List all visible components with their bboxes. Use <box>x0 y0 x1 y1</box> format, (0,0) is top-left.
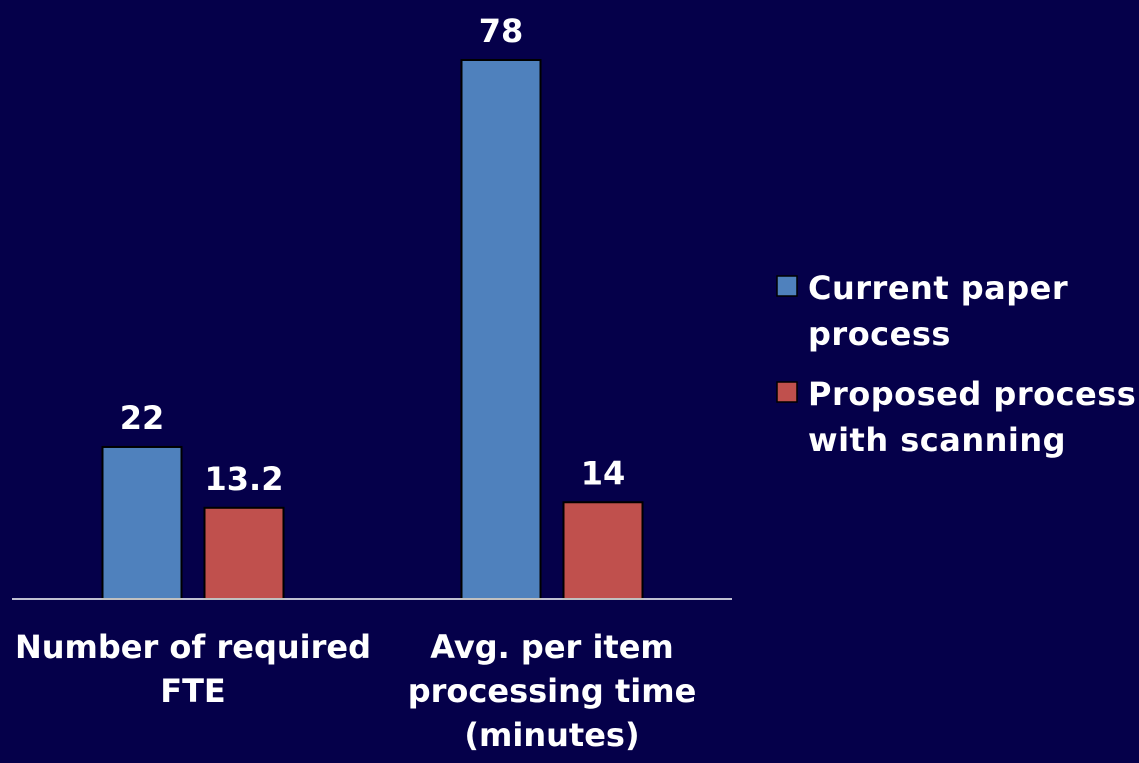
legend-label-1-line-1: with scanning <box>808 421 1066 459</box>
plot-area <box>101 59 644 600</box>
data-label-s0-c1: 78 <box>479 12 524 50</box>
legend-swatch-0 <box>776 275 798 297</box>
x-tick-label-0-line-1: FTE <box>160 672 226 710</box>
legend-label-0-line-0: Current paper <box>808 269 1068 307</box>
legend-swatch-1 <box>776 381 798 403</box>
x-tick-label-1-line-1: processing time <box>408 672 697 710</box>
bar-s1-c0 <box>203 506 285 600</box>
legend-label-1-line-0: Proposed process <box>808 375 1136 413</box>
bar-s0-c1 <box>460 59 542 600</box>
bar-s1-c1 <box>562 501 644 600</box>
x-tick-label-0-line-0: Number of required <box>15 628 371 666</box>
x-tick-label-1-line-0: Avg. per item <box>430 628 674 666</box>
x-axis: Number of required FTE Avg. per item proces… <box>12 598 732 754</box>
data-label-s0-c0: 22 <box>120 399 165 437</box>
legend-label-0-line-1: process <box>808 315 951 353</box>
x-tick-label-1-line-2: (minutes) <box>464 716 639 754</box>
data-label-s1-c1: 14 <box>581 454 626 492</box>
data-labels: 22 78 13.2 14 <box>120 12 626 498</box>
bar-s0-c0 <box>101 445 183 600</box>
legend: Current paper process Proposed process with… <box>776 269 1136 459</box>
data-label-s1-c0: 13.2 <box>205 460 284 498</box>
